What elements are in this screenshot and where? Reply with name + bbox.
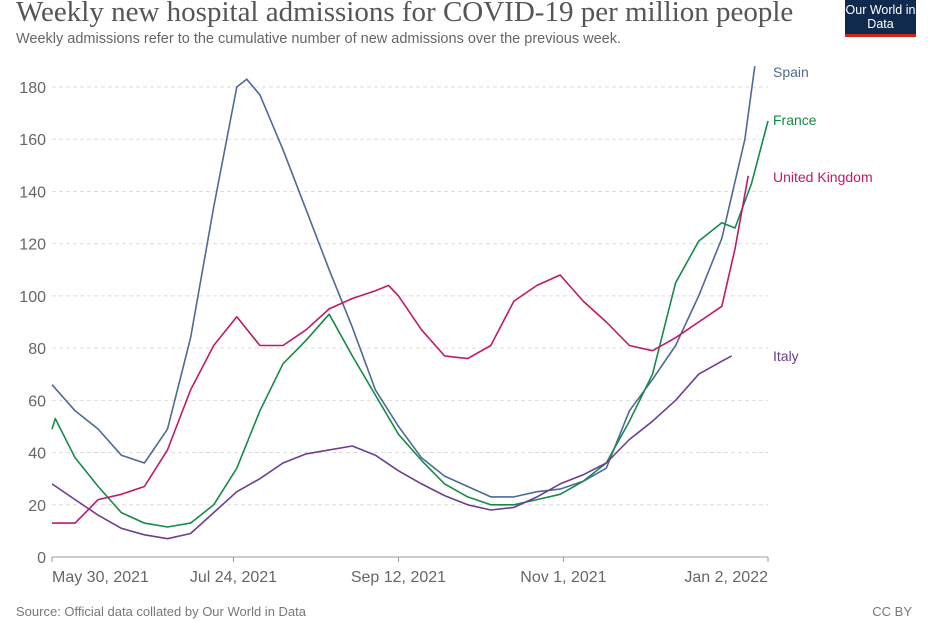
x-tick-label: Jul 24, 2021 [190,569,277,586]
owid-logo[interactable]: Our World in Data [845,0,916,37]
source-note[interactable]: Source: Official data collated by Our Wo… [16,604,306,619]
x-tick-label: Nov 1, 2021 [520,569,606,586]
license-link[interactable]: CC BY [872,604,912,619]
series-line-france [51,120,769,528]
x-tick-label: Jan 2, 2022 [684,569,768,586]
x-tick-label: Sep 12, 2021 [351,569,446,586]
legend-label-italy: Italy [773,348,799,364]
legend-label-spain: Spain [773,64,809,80]
y-tick-label: 60 [28,393,46,410]
y-tick-label: 160 [19,132,46,149]
y-tick-label: 20 [28,498,46,515]
series-line-italy [51,355,733,540]
legend-label-france: France [773,112,817,128]
series-line-spain [51,65,756,498]
series-line-united-kingdom [52,175,749,524]
y-tick-label: 180 [19,80,46,97]
chart-subtitle: Weekly admissions refer to the cumulativ… [16,31,621,47]
legend-label-united-kingdom: United Kingdom [773,169,873,185]
x-tick-label: May 30, 2021 [52,569,149,586]
chart-title: Weekly new hospital admissions for COVID… [16,0,794,28]
y-tick-label: 80 [28,341,46,358]
y-tick-label: 140 [19,184,46,201]
y-tick-label: 0 [37,550,46,567]
y-tick-label: 120 [19,237,46,254]
y-tick-label: 100 [19,289,46,306]
y-tick-label: 40 [28,446,46,463]
